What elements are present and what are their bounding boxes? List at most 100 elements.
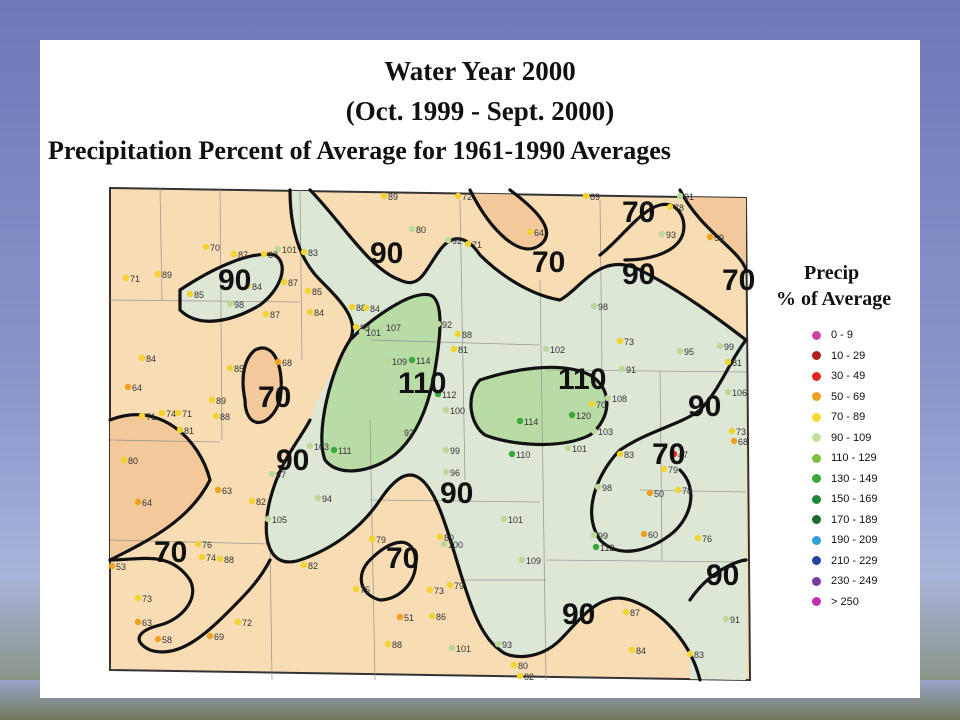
station-dot xyxy=(260,250,268,258)
station-value: 83 xyxy=(360,323,370,333)
station-dot xyxy=(436,533,444,541)
station-value: 63 xyxy=(142,618,152,628)
station-dot xyxy=(314,494,322,502)
legend-label: 30 - 49 xyxy=(831,370,866,382)
station-value: 60 xyxy=(648,530,658,540)
legend-item: 110 - 129 xyxy=(812,450,877,466)
contour-label: 90 xyxy=(562,598,595,631)
station-value: 98 xyxy=(598,302,608,312)
contour-label: 110 xyxy=(558,363,606,396)
station-dot xyxy=(454,330,462,338)
station-value: 74 xyxy=(166,409,176,419)
region-near-average-se xyxy=(690,560,746,680)
station-dot xyxy=(622,608,630,616)
station-dot xyxy=(508,450,516,458)
station-value: 91 xyxy=(684,192,694,202)
map-subtitle-description: Precipitation Percent of Average for 196… xyxy=(48,136,671,165)
station-value: 73 xyxy=(736,427,746,437)
station-dot xyxy=(268,470,276,478)
station-dot xyxy=(724,358,732,366)
station-dot xyxy=(396,613,404,621)
station-dot xyxy=(384,640,392,648)
station-value: 87 xyxy=(268,250,278,260)
station-value: 85 xyxy=(234,364,244,374)
station-dot xyxy=(300,248,308,256)
station-value: 63 xyxy=(222,486,232,496)
station-dot xyxy=(368,535,376,543)
station-value: 99 xyxy=(724,342,734,352)
legend-swatch xyxy=(812,392,821,401)
station-value: 101 xyxy=(366,328,381,338)
legend-swatch xyxy=(812,433,821,442)
station-value: 93 xyxy=(502,640,512,650)
legend-label: 210 - 229 xyxy=(831,554,878,567)
station-value: 74 xyxy=(206,553,216,563)
station-value: 81 xyxy=(732,358,742,368)
station-dot xyxy=(352,585,360,593)
station-value: 108 xyxy=(612,394,627,404)
contour-label: 90 xyxy=(688,390,721,423)
station-dot xyxy=(542,345,550,353)
station-value: 92 xyxy=(404,428,414,438)
station-dot xyxy=(138,412,146,420)
county-lines xyxy=(109,187,747,681)
station-value: 87 xyxy=(288,278,298,288)
station-dot xyxy=(730,437,738,445)
station-dot xyxy=(378,323,386,331)
station-dot xyxy=(384,357,392,365)
station-value: 71 xyxy=(130,274,140,284)
station-dot xyxy=(592,543,600,551)
station-dot xyxy=(618,365,626,373)
legend-label: 10 - 29 xyxy=(831,349,866,362)
station-value: 69 xyxy=(214,632,224,642)
slide-panel: 89 72 89 91 78 93 59 80 64 92 71 85 87 70 87 101 83 71 89 8… xyxy=(40,40,920,698)
station-dot xyxy=(640,530,648,538)
station-dot xyxy=(448,644,456,652)
legend-swatch xyxy=(812,556,821,565)
station-dot xyxy=(264,515,272,523)
station-dot xyxy=(380,192,388,200)
station-dot xyxy=(594,483,602,491)
station-dot xyxy=(274,358,282,366)
legend-title-line2: % of Average xyxy=(776,288,892,310)
station-value: 88 xyxy=(356,303,366,313)
station-dot xyxy=(450,345,458,353)
station-value: 84 xyxy=(370,304,380,314)
legend-label: 110 - 129 xyxy=(831,452,877,464)
station-value: 109 xyxy=(392,357,407,367)
station-value: 94 xyxy=(322,494,332,504)
legend-label: 90 - 109 xyxy=(831,431,872,444)
station-dot xyxy=(694,534,702,542)
map-subtitle-dates: (Oct. 1999 - Sept. 2000) xyxy=(345,96,615,126)
station-dot xyxy=(646,489,654,497)
station-value: 91 xyxy=(730,615,740,625)
station-dot xyxy=(590,531,598,539)
station-value: 101 xyxy=(572,444,587,454)
station-value: 88 xyxy=(462,330,472,340)
station-value: 99 xyxy=(450,446,460,456)
station-dot xyxy=(442,446,450,454)
station-dot xyxy=(676,192,684,200)
station-value: 92 xyxy=(442,320,452,330)
station-dot xyxy=(226,364,234,372)
station-dot xyxy=(440,540,448,548)
legend-swatch xyxy=(812,494,821,504)
contour-label: 70 xyxy=(622,196,655,229)
station-value: 84 xyxy=(636,646,646,656)
station-dot xyxy=(348,303,356,311)
station-value: 101 xyxy=(456,644,471,654)
station-dot xyxy=(244,282,252,290)
station-dot xyxy=(138,354,146,362)
station-dot xyxy=(442,468,450,476)
station-value: 85 xyxy=(312,287,322,297)
station-dot xyxy=(230,250,238,258)
station-dot xyxy=(154,270,162,278)
legend-title-line1: Precip xyxy=(804,262,860,284)
station-dot xyxy=(208,396,216,404)
legend-swatch xyxy=(812,330,821,340)
legend-item: 230 - 249 xyxy=(812,573,877,589)
station-value: 73 xyxy=(142,594,152,604)
station-dot xyxy=(494,640,502,648)
station-dot xyxy=(408,225,416,233)
